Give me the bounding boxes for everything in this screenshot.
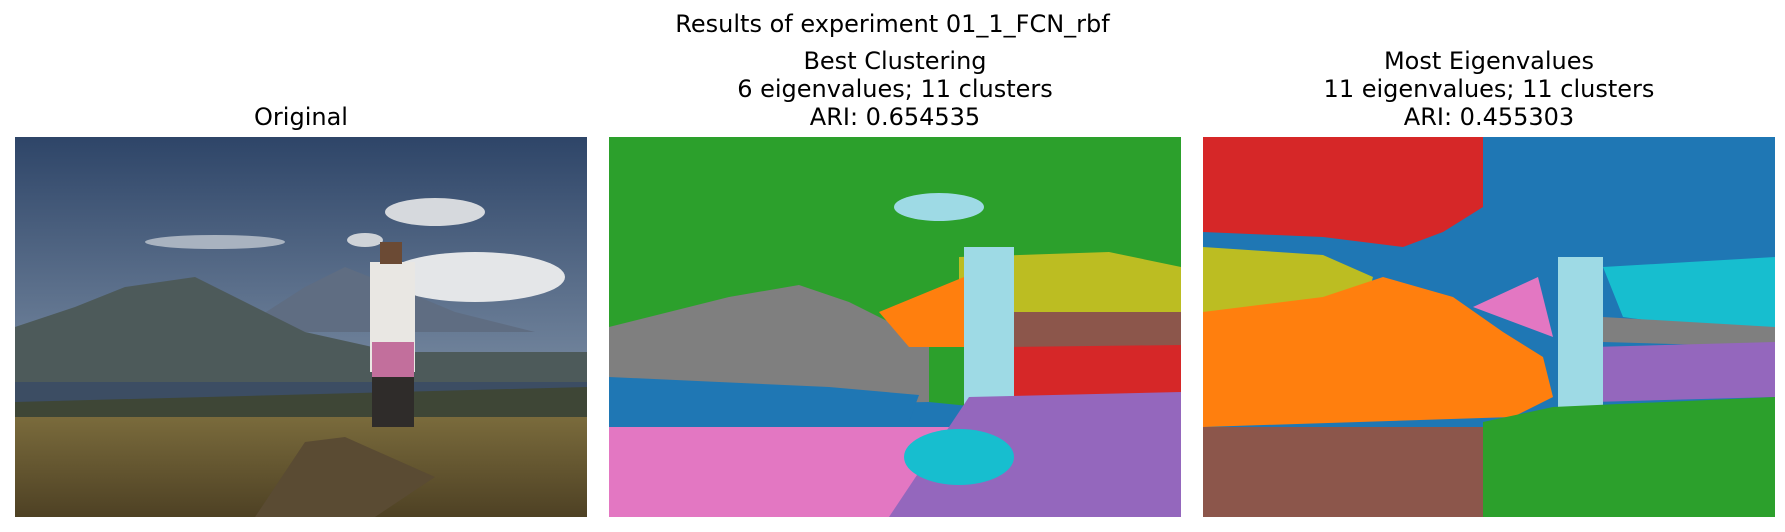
cluster-region bbox=[1603, 257, 1775, 337]
cluster-region bbox=[609, 377, 919, 422]
panel-title-line: 6 eigenvalues; 11 clusters bbox=[737, 75, 1053, 103]
panel-title-line: Most Eigenvalues bbox=[1383, 47, 1595, 75]
panel-title-line: Original bbox=[254, 103, 348, 131]
cluster-region bbox=[894, 193, 984, 221]
panel-title-line: 11 eigenvalues; 11 clusters bbox=[1323, 75, 1655, 103]
panel-title-line: Best Clustering bbox=[803, 47, 987, 75]
cluster-region bbox=[1473, 277, 1553, 337]
best-clustering-segmentation bbox=[609, 137, 1181, 517]
panel-title-line: ARI: 0.455303 bbox=[1403, 103, 1575, 131]
cloud bbox=[385, 252, 565, 302]
cluster-region bbox=[1483, 397, 1775, 517]
cluster-region bbox=[1004, 345, 1181, 399]
cloud bbox=[385, 198, 485, 226]
figure-suptitle: Results of experiment 01_1_FCN_rbf bbox=[675, 10, 1110, 38]
cluster-region bbox=[1203, 277, 1553, 427]
mountain bbox=[15, 277, 587, 382]
path bbox=[255, 437, 435, 517]
cloud bbox=[145, 235, 285, 249]
most-eigenvalues-segmentation bbox=[1203, 137, 1775, 517]
person-sarong bbox=[372, 342, 414, 377]
panel-title-line: ARI: 0.654535 bbox=[809, 103, 981, 131]
original-photo bbox=[15, 137, 587, 517]
cluster-region bbox=[1203, 137, 1483, 247]
shore bbox=[15, 387, 587, 422]
cluster-region bbox=[1593, 342, 1775, 402]
person-head bbox=[380, 242, 402, 264]
person-legs bbox=[372, 377, 414, 427]
cluster-region bbox=[964, 247, 1014, 417]
cluster-region bbox=[1203, 427, 1483, 517]
cluster-region bbox=[889, 392, 1181, 517]
cluster-region bbox=[1558, 257, 1603, 427]
cluster-region bbox=[1603, 317, 1775, 347]
cluster-region bbox=[879, 277, 969, 347]
cluster-region bbox=[904, 429, 1014, 485]
cloud bbox=[347, 233, 383, 247]
